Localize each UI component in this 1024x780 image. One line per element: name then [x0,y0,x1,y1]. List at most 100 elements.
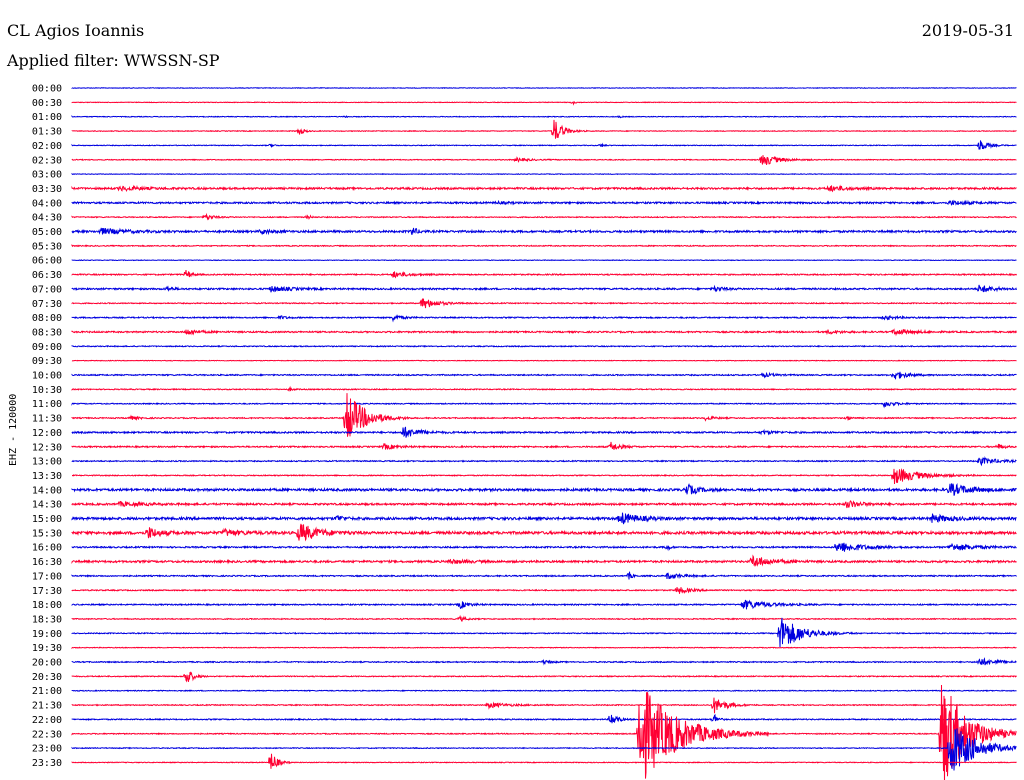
time-tick-label: 13:00 [32,457,62,468]
trace-1530 [71,523,1017,542]
time-tick-label: 04:00 [32,198,62,209]
time-tick-label: 19:30 [32,643,62,654]
time-tick-label: 00:00 [32,84,62,95]
trace-0130 [71,119,1017,139]
time-tick-label: 03:00 [32,170,62,181]
trace-0500 [71,227,1017,236]
time-tick-label: 13:30 [32,471,62,482]
trace-0430 [71,212,1017,221]
trace-2330 [71,753,1017,769]
trace-2030 [71,671,1017,683]
trace-1000 [71,371,1017,380]
time-tick-label: 09:30 [32,356,62,367]
time-tick-label: 07:00 [32,284,62,295]
time-tick-label: 18:30 [32,614,62,625]
trace-1730 [71,587,1017,595]
trace-0730 [71,298,1017,309]
station-title: CL Agios Ioannis [7,21,145,40]
trace-0000 [71,86,1017,90]
trace-1500 [71,512,1017,525]
trace-0300 [71,172,1017,176]
time-tick-label: 15:00 [32,514,62,525]
time-tick-label: 23:30 [32,758,62,769]
time-tick-label: 11:30 [32,414,62,425]
time-tick-label: 20:00 [32,658,62,669]
trace-2130 [71,697,1017,714]
time-tick-label: 22:00 [32,715,62,726]
time-tick-label: 06:30 [32,270,62,281]
trace-2300 [71,728,1017,771]
time-tick-label: 20:30 [32,672,62,683]
trace-0700 [71,284,1017,293]
time-tick-label: 14:00 [32,485,62,496]
time-tick-label: 15:30 [32,528,62,539]
trace-1130 [71,393,1017,437]
time-tick-label: 17:00 [32,571,62,582]
time-tick-label: 10:30 [32,385,62,396]
time-tick-label: 16:30 [32,557,62,568]
trace-1030 [71,385,1017,393]
trace-1930 [71,646,1017,650]
time-tick-label: 21:30 [32,701,62,712]
trace-0600 [71,259,1017,262]
trace-1100 [71,401,1017,409]
time-tick-label: 05:30 [32,241,62,252]
time-tick-label: 14:30 [32,500,62,511]
trace-0630 [71,269,1017,279]
time-tick-label: 04:30 [32,213,62,224]
time-tick-label: 12:00 [32,428,62,439]
trace-2000 [71,657,1017,666]
time-tick-label: 01:30 [32,127,62,138]
time-tick-label: 18:00 [32,600,62,611]
trace-0800 [71,313,1017,323]
trace-0830 [71,328,1017,337]
trace-0030 [71,100,1017,106]
trace-0900 [71,344,1017,348]
time-tick-label: 10:00 [32,371,62,382]
date-label: 2019-05-31 [921,21,1014,40]
trace-1300 [71,456,1017,467]
trace-1430 [71,500,1017,509]
trace-1900 [71,617,1017,648]
channel-label: EHZ - 120000 [8,394,19,466]
trace-1630 [71,554,1017,567]
trace-0100 [71,115,1017,119]
time-tick-label: 22:30 [32,729,62,740]
trace-1600 [71,542,1017,552]
time-tick-label: 11:00 [32,399,62,410]
time-tick-label: 05:00 [32,227,62,238]
trace-0400 [71,199,1017,206]
trace-1400 [71,483,1017,496]
time-tick-label: 00:30 [32,98,62,109]
trace-1330 [71,468,1017,485]
trace-1700 [71,571,1017,580]
time-tick-label: 17:30 [32,586,62,597]
time-tick-label: 19:00 [32,629,62,640]
trace-0930 [71,359,1017,362]
time-tick-label: 03:30 [32,184,62,195]
time-tick-label: 08:30 [32,327,62,338]
time-tick-label: 23:00 [32,744,62,755]
time-tick-label: 02:00 [32,141,62,152]
time-tick-label: 09:00 [32,342,62,353]
trace-1200 [71,426,1017,438]
time-tick-label: 01:00 [32,112,62,123]
trace-0330 [71,184,1017,193]
trace-2230 [71,685,1017,780]
trace-1230 [71,441,1017,450]
time-tick-label: 08:00 [32,313,62,324]
time-tick-label: 16:00 [32,543,62,554]
time-tick-label: 06:00 [32,256,62,267]
time-tick-label: 07:30 [32,299,62,310]
time-tick-label: 12:30 [32,442,62,453]
trace-2200 [71,713,1017,724]
trace-1800 [71,599,1017,610]
time-tick-label: 02:30 [32,155,62,166]
trace-2100 [71,689,1017,693]
trace-1830 [71,614,1017,622]
trace-0230 [71,155,1017,165]
filter-label: Applied filter: WWSSN-SP [7,51,220,70]
trace-0200 [71,140,1017,150]
trace-0530 [71,243,1017,248]
